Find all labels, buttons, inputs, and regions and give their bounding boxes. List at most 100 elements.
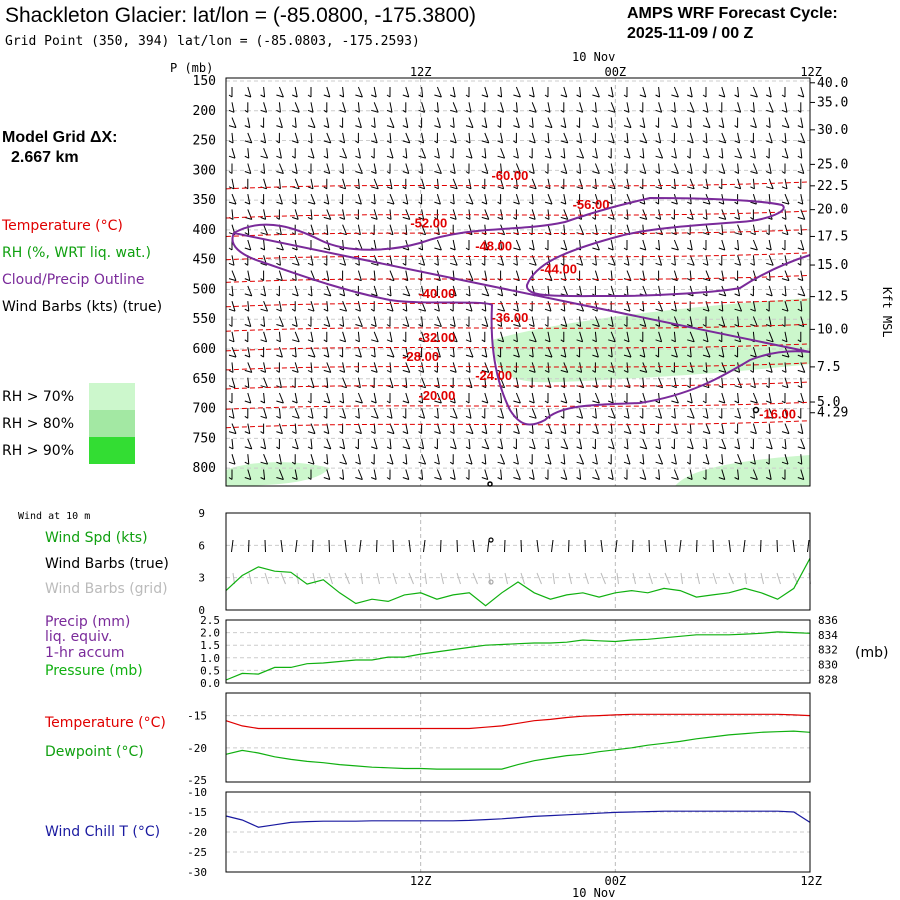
wind-barb-staff	[673, 331, 676, 342]
wind-barb-flag	[718, 400, 725, 404]
wind-barb-flag	[228, 140, 234, 144]
wind-barb-flag	[323, 354, 329, 358]
wind-barb-flag	[371, 477, 377, 480]
wind-barb-staff	[784, 270, 790, 281]
wind-barb-flag	[402, 400, 409, 404]
wind-barb-flag	[307, 201, 316, 205]
wind-barb-staff	[452, 132, 457, 144]
wind-barb-staff	[658, 163, 661, 174]
isotherm-line	[225, 420, 811, 429]
wind-barb-flag	[529, 339, 537, 343]
wind-barb-flag	[244, 385, 250, 389]
wind-barb-flag	[386, 324, 391, 327]
wind-barb-flag	[750, 431, 757, 435]
wind-barb-staff	[389, 377, 394, 388]
wind-barb-staff	[326, 163, 331, 174]
wind-barb-flag	[292, 94, 298, 98]
wind-barb-staff	[626, 178, 630, 189]
wind-barb-staff	[405, 239, 410, 251]
wind-barb-flag	[244, 446, 252, 450]
kft-tick-label: 17.5	[817, 229, 848, 244]
wind-barb-staff	[500, 392, 503, 404]
wind-barb-staff	[579, 392, 582, 404]
wind-barb-flag	[544, 94, 549, 98]
wind-barb-staff	[594, 392, 600, 404]
wind-barb-staff	[357, 102, 360, 113]
wind-barb-flag	[639, 201, 645, 205]
wind-barb-flag	[244, 431, 250, 435]
wind-barb-flag	[655, 324, 660, 327]
wind-barb-staff	[642, 454, 645, 465]
wind-barb-staff	[515, 270, 520, 281]
wind-barb-flag	[702, 201, 711, 205]
precip-tick-label: 0.0	[200, 677, 220, 690]
wind-barb-staff	[563, 239, 568, 251]
wind-chill-tick-label: -15	[187, 806, 207, 819]
wind-barb-flag	[513, 293, 517, 297]
wind-barb-flag	[497, 247, 502, 251]
wind-barb-staff	[342, 148, 348, 159]
wind-barb-staff	[263, 224, 269, 235]
wind-barb-staff	[294, 194, 297, 205]
wind-barb-staff	[421, 148, 427, 159]
wind-barb-staff	[579, 331, 584, 342]
wind-barb-flag	[718, 278, 724, 282]
wind-barb-staff	[484, 438, 490, 450]
wind-barb-staff	[484, 347, 488, 358]
legend-rh80-swatch	[89, 410, 135, 437]
wind-barb-flag	[560, 247, 567, 251]
wind-barb-flag	[797, 140, 805, 144]
wind-barb-staff	[389, 224, 394, 235]
wind-barb-staff	[247, 270, 251, 281]
wind-barb-flag	[292, 339, 300, 343]
wind-barb-staff	[452, 408, 458, 419]
wind-barb-flag	[513, 461, 519, 465]
wind-barb-flag	[592, 385, 598, 389]
wind-barb-flag	[228, 446, 234, 450]
wind-barb-staff	[515, 408, 518, 419]
wind-barb-staff	[689, 178, 695, 189]
wind-barb-flag	[339, 461, 347, 465]
wind-barb-flag	[323, 324, 330, 327]
wind-barb-flag	[339, 339, 346, 343]
wind-barb-flag	[734, 293, 740, 297]
wind-barb-staff	[310, 132, 313, 143]
wind-barb-flag	[623, 186, 630, 190]
wind-barb-flag	[481, 186, 486, 190]
wind-barb-staff	[752, 316, 758, 327]
wind-barb-flag	[513, 109, 518, 113]
wind-barb-staff	[342, 438, 346, 449]
wind-barb-staff	[610, 163, 614, 174]
wind-barb-flag	[702, 308, 710, 312]
wind-barb-flag	[528, 385, 533, 389]
wind-barb-flag	[560, 171, 567, 174]
wind-barb-staff	[721, 392, 726, 404]
wind-barb-flag	[529, 94, 535, 98]
wind-barb-staff	[531, 316, 535, 327]
wind-barb-flag	[276, 140, 280, 144]
wind-barb-staff	[294, 86, 298, 98]
wind-barb-flag	[718, 247, 725, 251]
wind-barb-flag	[623, 431, 632, 435]
wind-barb-staff	[357, 193, 362, 205]
true-wind-barb	[295, 539, 298, 553]
wind-barb-staff	[547, 209, 550, 220]
wind-barb-staff	[547, 224, 552, 235]
wind-barb-staff	[500, 316, 503, 327]
wind-barb-flag	[386, 446, 392, 450]
wind-barb-flag	[434, 171, 442, 174]
wind-barb-flag	[402, 94, 409, 98]
wind-barb-staff	[294, 331, 300, 342]
wind-barb-staff	[405, 392, 410, 404]
wind-barb-flag	[576, 477, 581, 480]
wind-barb-staff	[357, 224, 361, 235]
wind-barb-flag	[228, 339, 235, 343]
wind-barb-staff	[610, 469, 614, 480]
wind-barb-flag	[386, 400, 391, 404]
wind-barb-flag	[418, 446, 424, 450]
wind-barb-staff	[784, 408, 788, 419]
wind-barb-flag	[450, 324, 456, 327]
wind-barb-staff	[721, 362, 727, 373]
wind-barb-staff	[610, 117, 613, 128]
wind-barb-flag	[592, 125, 599, 129]
